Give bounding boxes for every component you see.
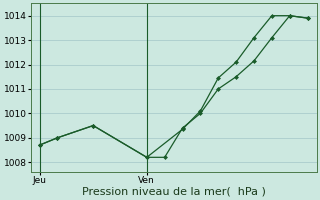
X-axis label: Pression niveau de la mer(  hPa ): Pression niveau de la mer( hPa ) — [82, 187, 266, 197]
